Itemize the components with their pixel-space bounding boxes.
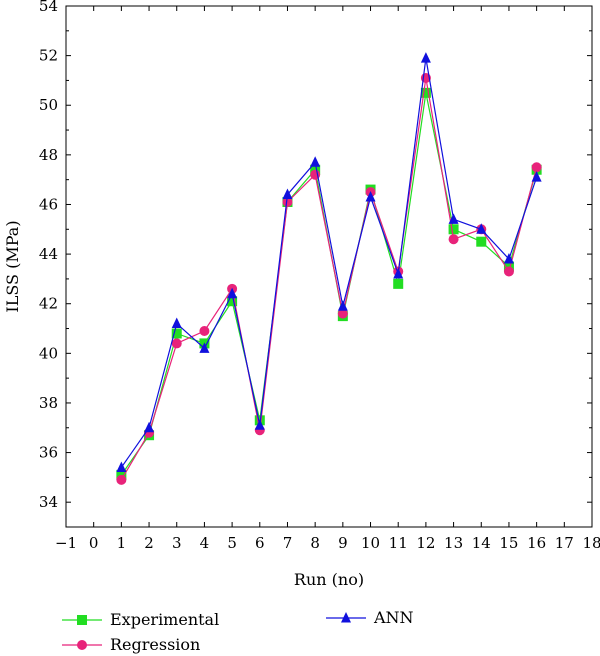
data-point xyxy=(503,253,514,264)
legend-label: Experimental xyxy=(110,610,219,629)
data-point xyxy=(420,87,431,98)
x-tick-label: 3 xyxy=(172,534,182,552)
data-point xyxy=(531,162,542,173)
legend-item-ann: ANN xyxy=(326,608,414,627)
data-point xyxy=(144,421,155,433)
data-point xyxy=(448,234,459,245)
x-tick-label: 0 xyxy=(89,534,99,552)
data-point xyxy=(199,342,210,353)
x-tick-label: 4 xyxy=(200,534,210,552)
y-tick-label: 34 xyxy=(39,493,58,511)
x-tick-label: 1 xyxy=(117,534,127,552)
x-tick-label: 18 xyxy=(582,534,600,552)
data-point xyxy=(227,296,238,307)
y-tick-label: 50 xyxy=(39,96,58,114)
y-tick-label: 46 xyxy=(39,195,58,213)
data-point xyxy=(448,213,459,224)
data-point xyxy=(282,196,293,207)
x-tick-label: 10 xyxy=(361,534,380,552)
x-tick-label: −1 xyxy=(55,534,77,552)
series-line xyxy=(120,77,538,481)
series-regression xyxy=(116,72,542,485)
data-point xyxy=(254,419,265,430)
legend-item-regression: Regression xyxy=(62,635,200,654)
plot-border xyxy=(65,5,593,528)
y-tick-label: 40 xyxy=(39,344,58,362)
x-axis-title: Run (no) xyxy=(294,570,364,589)
data-point xyxy=(365,191,376,202)
data-point xyxy=(393,278,404,289)
data-point xyxy=(531,171,542,182)
x-tick-label: 15 xyxy=(499,534,518,552)
x-tick-label: 11 xyxy=(389,534,408,552)
x-tick-label: 14 xyxy=(472,534,491,552)
x-tick-label: 8 xyxy=(310,534,320,552)
series-layer xyxy=(116,52,542,485)
data-point xyxy=(337,300,348,311)
series-ann xyxy=(116,52,542,472)
plot-frame xyxy=(65,5,593,528)
x-tick-label: 9 xyxy=(338,534,348,552)
y-tick-label: 36 xyxy=(39,444,58,462)
data-point xyxy=(337,308,348,319)
data-point xyxy=(171,317,182,329)
series-experimental xyxy=(116,87,542,480)
legend-label: ANN xyxy=(373,608,414,627)
data-point xyxy=(420,52,431,63)
x-axis: −1 0 1 2 3 4 5 6 7 8 9 10 11 12 13 14 15 16 17 18 xyxy=(55,6,600,552)
x-tick-label: 6 xyxy=(255,534,265,552)
x-tick-label: 13 xyxy=(444,534,463,552)
data-point xyxy=(310,156,321,167)
y-tick-label: 54 xyxy=(39,0,58,15)
y-tick-label: 48 xyxy=(39,146,58,164)
legend-label: Regression xyxy=(110,635,200,654)
data-point xyxy=(116,461,127,472)
data-point xyxy=(503,266,514,277)
y-tick-label: 52 xyxy=(39,47,58,65)
legend-item-experimental: Experimental xyxy=(62,610,219,629)
data-point xyxy=(116,474,127,485)
x-tick-label: 17 xyxy=(555,534,574,552)
data-point xyxy=(282,188,293,200)
x-tick-label: 12 xyxy=(416,534,435,552)
legend: Experimental Regression ANN xyxy=(62,608,414,654)
x-tick-label: 5 xyxy=(227,534,237,552)
data-point xyxy=(448,224,459,235)
x-tick-label: 16 xyxy=(527,534,546,552)
data-point xyxy=(393,267,404,279)
legend-marker xyxy=(77,640,87,650)
legend-marker xyxy=(77,615,87,625)
y-tick-label: 42 xyxy=(39,295,58,313)
y-axis: 34 36 38 40 42 44 46 48 50 52 54 xyxy=(39,0,592,528)
y-tick-label: 38 xyxy=(39,394,58,412)
y-tick-label: 44 xyxy=(39,245,58,263)
x-tick-label: 7 xyxy=(283,534,293,552)
y-axis-title: ILSS (MPa) xyxy=(3,220,22,312)
data-point xyxy=(171,328,182,339)
data-point xyxy=(476,236,487,247)
legend-marker xyxy=(341,612,351,623)
data-point xyxy=(476,223,487,234)
data-point xyxy=(171,338,182,349)
data-point xyxy=(227,287,238,299)
series-line xyxy=(120,57,538,468)
series-line xyxy=(120,92,538,476)
x-tick-label: 2 xyxy=(144,534,154,552)
data-point xyxy=(199,326,210,337)
